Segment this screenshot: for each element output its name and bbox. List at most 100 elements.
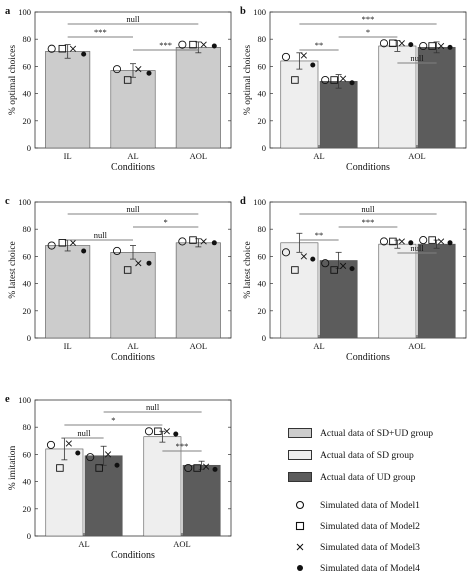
significance-label: **: [315, 230, 324, 240]
y-tick-label: 40: [258, 279, 267, 289]
y-tick-label: 20: [258, 306, 267, 316]
significance-label: null: [126, 14, 140, 24]
panel-letter-d: d: [240, 196, 246, 207]
x-tick-label: AL: [127, 341, 138, 351]
marker-model3: [300, 253, 307, 260]
legend-item-model4: Simulated data of Model4: [288, 560, 420, 576]
marker-model1: [46, 440, 56, 449]
y-tick-label: 20: [23, 504, 32, 514]
y-tick-label: 80: [23, 34, 32, 44]
marker-model3: [339, 262, 347, 270]
marker-model2: [154, 427, 162, 436]
bar: [110, 70, 156, 149]
marker-model1: [144, 427, 154, 436]
marker-model1: [379, 237, 389, 246]
x-tick-label: AL: [313, 151, 324, 161]
significance-label: null: [410, 243, 424, 253]
marker-model1: [184, 463, 193, 473]
y-tick-label: 80: [258, 224, 267, 234]
y-tick-label: 60: [258, 61, 267, 71]
x-tick-label: IL: [64, 151, 72, 161]
legend-label-model2: Simulated data of Model2: [320, 520, 420, 532]
legend-swatch-sd-group: [288, 450, 312, 460]
significance-label: *: [366, 27, 370, 37]
marker-model1: [281, 52, 291, 61]
significance-label: ***: [362, 217, 375, 227]
bar: [175, 242, 221, 339]
y-axis-label: % latest choice: [8, 241, 18, 299]
marker-model3: [437, 42, 445, 50]
y-tick-label: 0: [27, 143, 31, 153]
y-tick-label: 40: [23, 477, 32, 487]
bar: [378, 243, 417, 339]
marker-model2: [189, 40, 197, 49]
filled-dot-icon: [288, 561, 312, 575]
marker-model2: [123, 266, 132, 274]
marker-model4: [211, 43, 217, 49]
y-tick-label: 20: [23, 116, 32, 126]
open-square-icon: [288, 519, 312, 533]
marker-model4: [310, 62, 316, 68]
legend-label-model3: Simulated data of Model3: [320, 541, 420, 553]
panel-letter-b: b: [240, 6, 246, 17]
marker-model4: [146, 260, 152, 266]
y-tick-label: 100: [18, 395, 31, 405]
marker-model3: [398, 238, 405, 245]
y-tick-label: 100: [253, 7, 266, 17]
marker-model3: [65, 440, 72, 447]
panel-letter-e: e: [5, 394, 10, 405]
marker-model4: [349, 80, 355, 86]
bar: [319, 81, 358, 149]
marker-model4: [447, 44, 453, 50]
marker-model2: [95, 464, 103, 472]
marker-model3: [202, 463, 210, 470]
marker-model3: [339, 75, 347, 82]
significance-label: ***: [94, 27, 107, 37]
marker-model4: [211, 240, 217, 246]
bar: [45, 245, 91, 339]
bar: [84, 455, 123, 537]
legend: Actual data of SD+UD group Actual data o…: [288, 425, 472, 575]
y-tick-label: 100: [18, 197, 31, 207]
marker-model1: [47, 241, 56, 250]
y-tick-label: 40: [23, 89, 32, 99]
marker-model4: [212, 466, 218, 472]
marker-model1: [112, 65, 122, 74]
legend-swatch-ud-group: [288, 472, 312, 482]
y-tick-label: 60: [258, 251, 267, 261]
y-tick-label: 0: [27, 531, 31, 541]
x-tick-label: AOL: [408, 341, 425, 351]
marker-model4: [447, 240, 453, 246]
significance-label: *: [111, 415, 115, 425]
bar: [182, 464, 221, 537]
significance-label: ***: [176, 441, 189, 451]
panel-letter-c: c: [5, 196, 10, 207]
bar: [319, 260, 358, 339]
marker-model3: [200, 41, 207, 48]
y-tick-label: 40: [23, 279, 32, 289]
y-axis-label: % optimal choices: [243, 45, 253, 115]
x-tick-label: AL: [127, 151, 138, 161]
y-axis-label: % latest choice: [243, 241, 253, 299]
marker-model2: [291, 266, 299, 274]
bar: [143, 436, 182, 537]
marker-model2: [58, 44, 67, 53]
bar: [280, 60, 319, 149]
marker-model1: [321, 259, 330, 268]
marker-model3: [200, 238, 207, 245]
marker-model4: [310, 256, 316, 262]
bar: [175, 47, 221, 149]
marker-model3: [398, 40, 405, 47]
marker-model4: [408, 240, 414, 246]
marker-model1: [112, 246, 122, 256]
marker-model1: [178, 40, 187, 49]
y-tick-label: 40: [258, 89, 267, 99]
y-tick-label: 0: [262, 333, 266, 343]
marker-model2: [330, 266, 338, 274]
y-tick-label: 60: [23, 449, 32, 459]
x-tick-label: AL: [78, 539, 89, 549]
marker-model3: [69, 239, 77, 246]
significance-label: *: [164, 217, 168, 227]
y-tick-label: 80: [23, 422, 32, 432]
